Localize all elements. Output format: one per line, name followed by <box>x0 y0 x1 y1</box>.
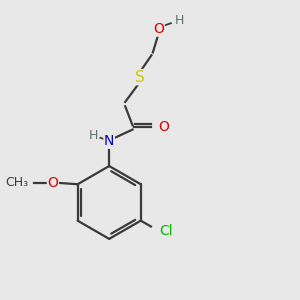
Text: H: H <box>88 129 98 142</box>
Text: Cl: Cl <box>160 224 173 238</box>
Text: S: S <box>135 70 145 85</box>
Text: O: O <box>159 120 170 134</box>
Text: O: O <box>153 22 164 36</box>
Text: CH₃: CH₃ <box>5 176 28 189</box>
Text: H: H <box>175 14 184 27</box>
Text: O: O <box>47 176 58 190</box>
Text: N: N <box>104 134 114 148</box>
